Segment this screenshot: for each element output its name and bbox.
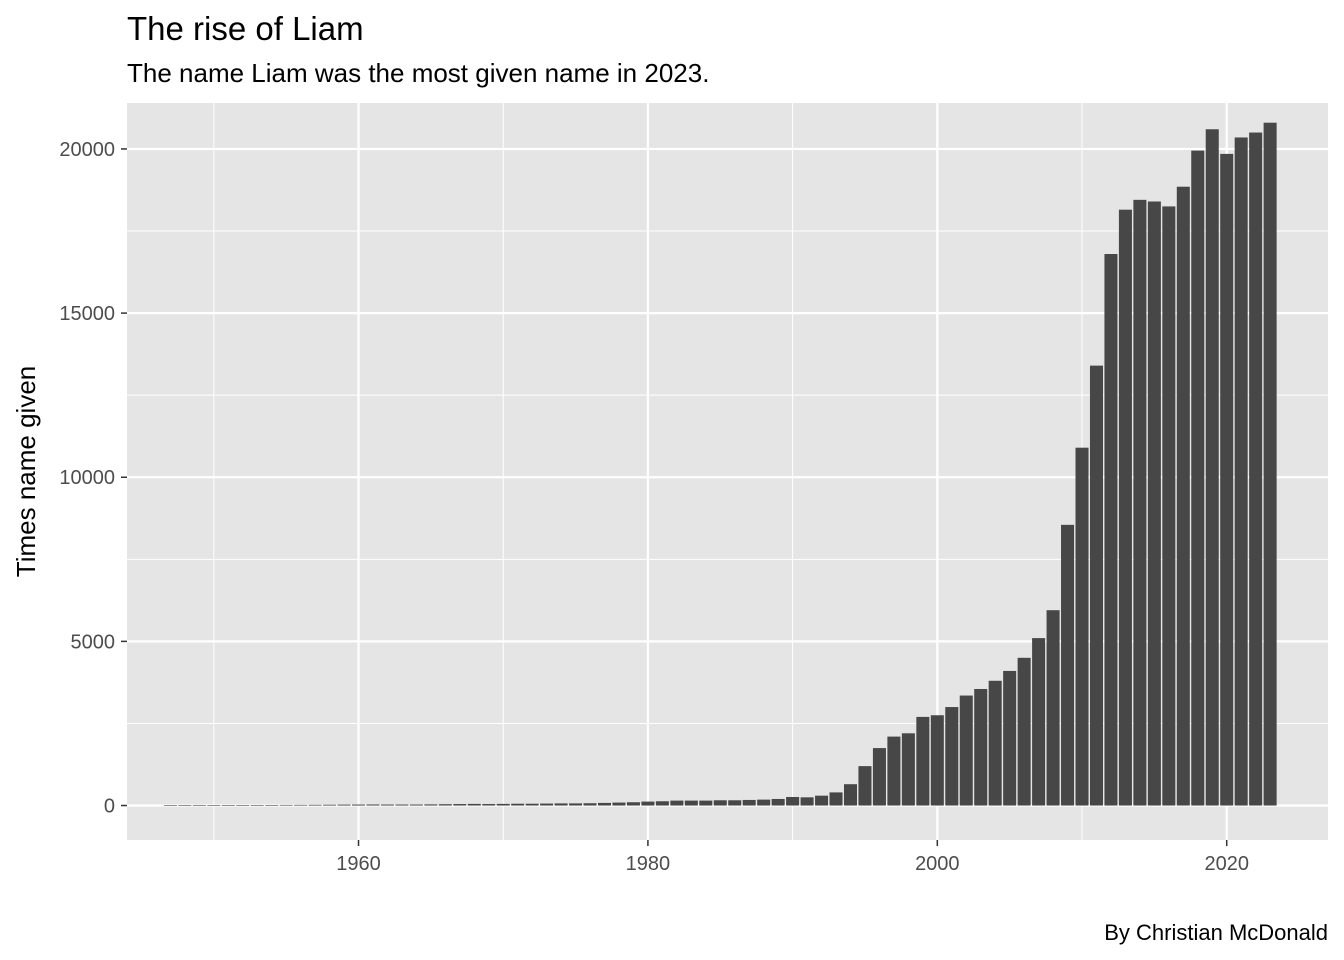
bar-1989	[771, 798, 785, 806]
bar-2016	[1162, 206, 1176, 806]
x-axis: 1960 1980 2000 2020	[336, 840, 1249, 875]
bar-1973	[540, 803, 554, 806]
bar-1983	[684, 800, 698, 806]
bar-2008	[1046, 610, 1060, 806]
chart-title: The rise of Liam	[127, 10, 364, 47]
bar-1949	[192, 805, 206, 806]
bar-1978	[612, 802, 626, 806]
x-tick-label: 1980	[626, 853, 671, 875]
bar-1951	[221, 805, 235, 806]
bar-2010	[1075, 447, 1089, 806]
bar-1947	[163, 805, 177, 806]
bar-1948	[178, 805, 192, 806]
bar-2001	[945, 707, 959, 806]
bars	[163, 122, 1277, 806]
bar-2023	[1263, 122, 1277, 806]
bar-1962	[380, 804, 394, 806]
bar-1952	[236, 805, 250, 806]
bar-1975	[569, 803, 583, 806]
bar-1987	[742, 799, 756, 806]
bar-2018	[1191, 150, 1205, 806]
x-tick-label: 2020	[1204, 853, 1249, 875]
x-tick-label: 1960	[336, 853, 381, 875]
bar-2017	[1176, 186, 1190, 806]
bar-1992	[815, 795, 829, 806]
bar-1964	[409, 804, 423, 806]
bar-1974	[554, 803, 568, 806]
bar-1994	[843, 784, 858, 806]
bar-1971	[511, 803, 525, 806]
bar-1995	[858, 766, 872, 806]
bar-1981	[655, 801, 669, 806]
bar-1967	[453, 804, 467, 806]
x-tick-label: 2000	[915, 853, 960, 875]
bar-2009	[1061, 524, 1075, 806]
bar-1965	[424, 804, 438, 806]
y-axis: 0 5000 10000 15000 20000	[59, 139, 127, 818]
bar-1972	[525, 803, 539, 806]
bar-1963	[395, 804, 409, 806]
bar-1976	[583, 803, 597, 806]
bar-1961	[366, 804, 380, 806]
bar-1954	[265, 805, 279, 806]
bar-1958	[323, 804, 337, 806]
chart-subtitle: The name Liam was the most given name in…	[127, 58, 710, 88]
bar-1953	[250, 805, 264, 806]
bar-1999	[916, 716, 930, 806]
bar-2004	[988, 680, 1002, 806]
bar-1969	[482, 804, 496, 806]
bar-1996	[872, 748, 886, 806]
bar-2020	[1220, 153, 1234, 806]
bar-1966	[438, 804, 452, 806]
bar-2013	[1118, 209, 1132, 806]
y-tick-label: 15000	[59, 303, 115, 325]
bar-2006	[1017, 657, 1031, 806]
bar-2014	[1133, 199, 1147, 806]
y-tick-label: 5000	[71, 631, 116, 653]
bar-1993	[829, 792, 843, 806]
bar-1957	[308, 804, 322, 806]
bar-2022	[1249, 132, 1263, 806]
bar-2012	[1104, 254, 1118, 806]
bar-1982	[670, 800, 684, 806]
bar-1959	[337, 804, 351, 806]
bar-1984	[699, 800, 713, 806]
bar-2005	[1003, 670, 1017, 806]
bar-1991	[800, 797, 814, 806]
y-axis-title: Times name given	[11, 366, 41, 577]
bar-2021	[1234, 137, 1248, 806]
bar-2011	[1089, 365, 1103, 806]
bar-1977	[597, 802, 612, 806]
y-tick-label: 0	[104, 796, 115, 818]
bar-2019	[1205, 129, 1219, 806]
bar-1986	[728, 800, 742, 806]
bar-1985	[713, 800, 727, 806]
bar-1960	[352, 804, 366, 806]
bar-2002	[959, 695, 973, 806]
y-tick-label: 20000	[59, 139, 115, 161]
bar-1950	[207, 805, 221, 806]
bar-1955	[279, 804, 293, 806]
bar-1956	[294, 804, 308, 806]
bar-1979	[626, 802, 640, 806]
bar-1980	[641, 801, 655, 806]
chart-caption: By Christian McDonald	[1104, 920, 1328, 945]
bar-1998	[901, 733, 915, 806]
bar-1970	[496, 803, 510, 806]
y-tick-label: 10000	[59, 467, 115, 489]
bar-2007	[1032, 638, 1046, 806]
bar-1990	[786, 796, 800, 806]
bar-1988	[757, 799, 771, 806]
bar-1997	[887, 736, 901, 806]
bar-1968	[467, 803, 481, 806]
bar-2000	[930, 715, 944, 806]
bar-2003	[974, 688, 988, 806]
bar-2015	[1147, 201, 1161, 806]
